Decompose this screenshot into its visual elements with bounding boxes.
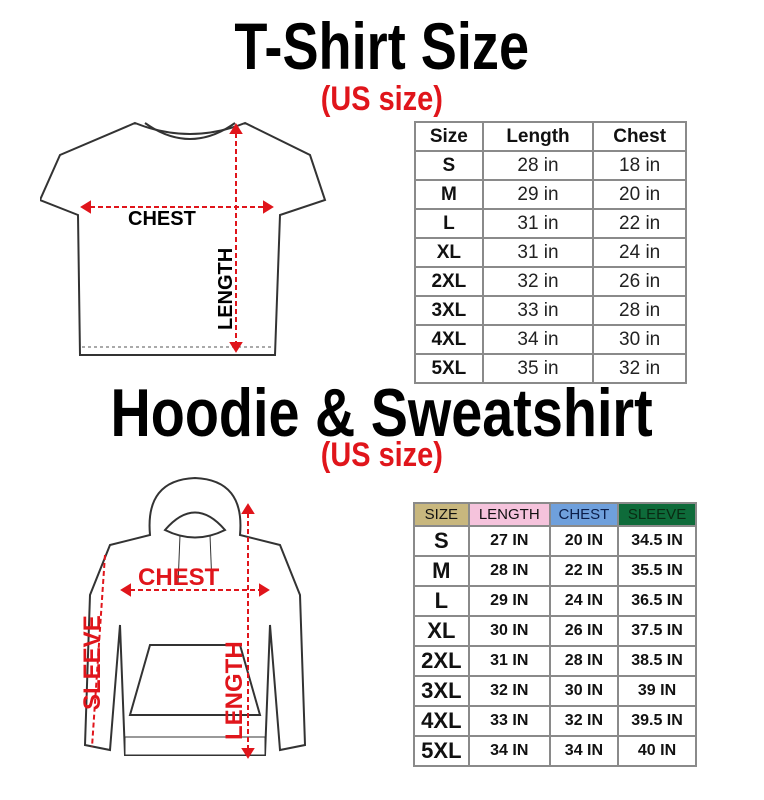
table-row: 2XL 31 IN 28 IN 38.5 IN bbox=[413, 645, 697, 677]
table-row: XL 31 in 24 in bbox=[414, 237, 687, 268]
table-cell: 28 IN bbox=[548, 645, 620, 677]
hoodie-chest-label: CHEST bbox=[138, 564, 220, 591]
table-cell: 2XL bbox=[414, 266, 484, 297]
column-header: Length bbox=[481, 121, 595, 152]
table-cell: 4XL bbox=[414, 324, 484, 355]
tshirt-diagram: CHEST LENGTH bbox=[40, 121, 327, 356]
table-cell: L bbox=[414, 208, 484, 239]
table-cell: 28 in bbox=[592, 295, 687, 326]
tshirt-subtitle: (US size) bbox=[320, 80, 444, 118]
table-cell: XL bbox=[414, 237, 484, 268]
table-cell: 27 IN bbox=[467, 525, 551, 557]
table-cell: 26 in bbox=[592, 266, 687, 297]
table-cell: 32 in bbox=[592, 353, 687, 384]
table-row: 3XL 32 IN 30 IN 39 IN bbox=[413, 675, 697, 707]
table-row: S 28 in 18 in bbox=[414, 150, 687, 181]
table-cell: XL bbox=[413, 615, 470, 647]
table-cell: 37.5 IN bbox=[617, 615, 697, 647]
table-cell: 38.5 IN bbox=[617, 645, 697, 677]
table-cell: 20 IN bbox=[548, 525, 620, 557]
table-cell: 34 IN bbox=[548, 735, 620, 767]
table-cell: 39.5 IN bbox=[617, 705, 697, 737]
hoodie-size-table: SIZE LENGTH CHEST SLEEVE S 27 IN 20 IN 34.5 IN M… bbox=[413, 502, 697, 767]
table-cell: 20 in bbox=[592, 179, 687, 210]
table-cell: 22 IN bbox=[548, 555, 620, 587]
table-row: 5XL 34 IN 34 IN 40 IN bbox=[413, 735, 697, 767]
table-cell: L bbox=[413, 585, 470, 617]
table-row: 5XL 35 in 32 in bbox=[414, 353, 687, 384]
tshirt-chest-label: CHEST bbox=[128, 208, 196, 230]
table-cell: 30 IN bbox=[548, 675, 620, 707]
table-row: S 27 IN 20 IN 34.5 IN bbox=[413, 525, 697, 557]
table-cell: 34.5 IN bbox=[617, 525, 697, 557]
table-cell: 40 IN bbox=[617, 735, 697, 767]
table-row: 3XL 33 in 28 in bbox=[414, 295, 687, 326]
table-cell: 32 IN bbox=[548, 705, 620, 737]
table-row: L 31 in 22 in bbox=[414, 208, 687, 239]
table-header-row: SIZE LENGTH CHEST SLEEVE bbox=[413, 502, 697, 527]
table-row: 4XL 33 IN 32 IN 39.5 IN bbox=[413, 705, 697, 737]
hoodie-length-label: LENGTH bbox=[221, 641, 248, 740]
column-header: SLEEVE bbox=[617, 502, 697, 527]
table-cell: S bbox=[414, 150, 484, 181]
tshirt-title: T-Shirt Size bbox=[234, 9, 530, 83]
table-cell: 5XL bbox=[413, 735, 470, 767]
tshirt-length-label: LENGTH bbox=[215, 248, 237, 330]
hoodie-diagram: CHEST LENGTH SLEEVE bbox=[79, 476, 307, 759]
table-cell: 33 in bbox=[481, 295, 595, 326]
table-cell: 5XL bbox=[414, 353, 484, 384]
table-cell: 33 IN bbox=[467, 705, 551, 737]
tshirt-size-table: Size Length Chest S 28 in 18 in M 29 in 20 in L 31… bbox=[414, 121, 687, 384]
table-cell: 28 in bbox=[481, 150, 595, 181]
hoodie-title: Hoodie & Sweatshirt bbox=[110, 375, 654, 451]
table-cell: 35 in bbox=[481, 353, 595, 384]
table-cell: M bbox=[413, 555, 470, 587]
table-cell: 22 in bbox=[592, 208, 687, 239]
table-row: M 29 in 20 in bbox=[414, 179, 687, 210]
column-header: CHEST bbox=[548, 502, 620, 527]
column-header: LENGTH bbox=[467, 502, 551, 527]
table-cell: 36.5 IN bbox=[617, 585, 697, 617]
table-cell: 24 IN bbox=[548, 585, 620, 617]
column-header: Size bbox=[414, 121, 484, 152]
table-cell: 39 IN bbox=[617, 675, 697, 707]
table-cell: 30 IN bbox=[467, 615, 551, 647]
table-cell: 26 IN bbox=[548, 615, 620, 647]
table-cell: 31 in bbox=[481, 237, 595, 268]
table-row: 2XL 32 in 26 in bbox=[414, 266, 687, 297]
table-cell: 34 in bbox=[481, 324, 595, 355]
table-row: M 28 IN 22 IN 35.5 IN bbox=[413, 555, 697, 587]
table-cell: 30 in bbox=[592, 324, 687, 355]
table-cell: 29 IN bbox=[467, 585, 551, 617]
table-row: L 29 IN 24 IN 36.5 IN bbox=[413, 585, 697, 617]
table-cell: S bbox=[413, 525, 470, 557]
table-cell: 35.5 IN bbox=[617, 555, 697, 587]
table-cell: 3XL bbox=[413, 675, 470, 707]
table-row: 4XL 34 in 30 in bbox=[414, 324, 687, 355]
table-cell: 29 in bbox=[481, 179, 595, 210]
table-cell: 32 IN bbox=[467, 675, 551, 707]
table-cell: M bbox=[414, 179, 484, 210]
table-cell: 18 in bbox=[592, 150, 687, 181]
hoodie-subtitle: (US size) bbox=[320, 436, 444, 474]
column-header: Chest bbox=[592, 121, 687, 152]
table-cell: 31 IN bbox=[467, 645, 551, 677]
table-cell: 32 in bbox=[481, 266, 595, 297]
table-cell: 28 IN bbox=[467, 555, 551, 587]
table-cell: 3XL bbox=[414, 295, 484, 326]
table-cell: 4XL bbox=[413, 705, 470, 737]
table-header-row: Size Length Chest bbox=[414, 121, 687, 152]
table-cell: 34 IN bbox=[467, 735, 551, 767]
hoodie-sleeve-label: SLEEVE bbox=[79, 615, 106, 710]
table-cell: 31 in bbox=[481, 208, 595, 239]
table-cell: 24 in bbox=[592, 237, 687, 268]
table-cell: 2XL bbox=[413, 645, 470, 677]
table-row: XL 30 IN 26 IN 37.5 IN bbox=[413, 615, 697, 647]
column-header: SIZE bbox=[413, 502, 470, 527]
